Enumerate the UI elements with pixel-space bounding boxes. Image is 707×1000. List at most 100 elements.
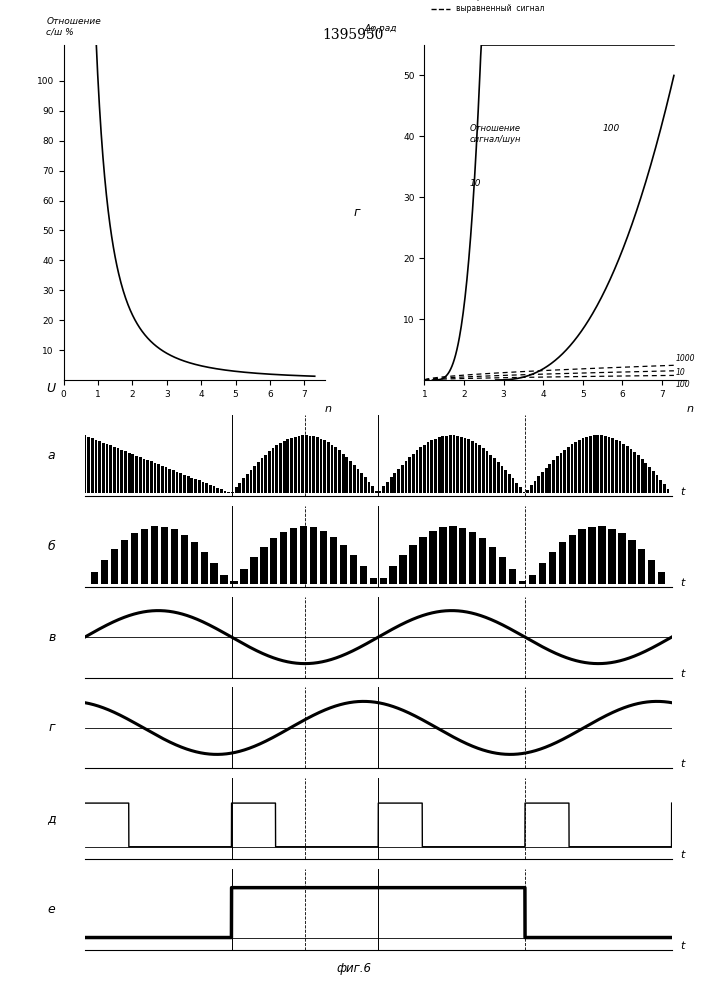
Text: 10: 10 <box>470 179 481 188</box>
Bar <box>268 451 271 493</box>
Bar <box>201 482 204 493</box>
Text: д: д <box>47 812 56 825</box>
Bar <box>416 450 419 493</box>
Bar <box>445 436 448 493</box>
Bar <box>588 527 596 584</box>
Bar <box>615 440 618 493</box>
Text: б: б <box>48 540 56 553</box>
Text: Фиг. 4: Фиг. 4 <box>538 427 572 437</box>
Bar <box>439 527 447 584</box>
Bar <box>170 529 178 584</box>
Bar <box>539 563 546 584</box>
Bar <box>489 455 492 493</box>
Bar <box>529 575 536 584</box>
Bar <box>567 447 570 493</box>
Bar <box>220 489 223 493</box>
Bar <box>486 451 489 493</box>
Bar <box>132 454 134 493</box>
Bar <box>209 485 211 493</box>
Bar <box>190 478 193 493</box>
Bar <box>655 475 658 493</box>
Bar <box>626 446 629 493</box>
Bar <box>117 448 119 493</box>
Bar <box>534 481 537 493</box>
Bar <box>124 451 127 493</box>
Bar <box>157 464 160 493</box>
Bar <box>128 453 131 493</box>
Bar <box>459 528 467 584</box>
Bar <box>519 487 522 493</box>
Bar <box>135 456 138 493</box>
Bar <box>211 563 218 584</box>
Bar <box>471 441 474 493</box>
Bar <box>271 448 274 493</box>
Bar <box>257 462 259 493</box>
Bar <box>423 445 426 493</box>
Bar <box>223 491 226 493</box>
Bar <box>301 435 304 493</box>
Bar <box>168 469 171 493</box>
Bar <box>526 490 529 493</box>
Bar <box>308 436 311 493</box>
Bar <box>597 435 600 493</box>
Bar <box>261 458 264 493</box>
Bar <box>622 444 625 493</box>
Bar <box>493 458 496 493</box>
Bar <box>658 572 665 584</box>
Bar <box>501 466 503 493</box>
Bar <box>235 487 238 493</box>
Bar <box>172 470 175 493</box>
Text: 1395950: 1395950 <box>323 28 384 42</box>
Bar <box>659 480 662 493</box>
Bar <box>143 459 145 493</box>
Bar <box>228 492 230 493</box>
Bar <box>331 445 334 493</box>
Bar <box>559 453 562 493</box>
Bar <box>101 560 108 584</box>
Bar <box>310 527 317 584</box>
Bar <box>323 440 326 493</box>
Bar <box>390 566 397 584</box>
Text: Δφ,рад: Δφ,рад <box>365 24 397 33</box>
Bar <box>568 535 576 584</box>
Text: t: t <box>680 759 685 769</box>
Bar <box>479 538 486 584</box>
Bar <box>589 436 592 493</box>
Bar <box>286 439 289 493</box>
Text: t: t <box>680 578 685 588</box>
Bar <box>370 578 377 584</box>
Bar <box>469 532 477 584</box>
Bar <box>213 486 216 493</box>
Text: 10: 10 <box>676 368 686 377</box>
Bar <box>456 436 459 493</box>
Bar <box>397 469 400 493</box>
Bar <box>667 489 670 493</box>
Text: Отношение
сигнал/шун: Отношение сигнал/шун <box>470 124 522 144</box>
Bar <box>607 437 610 493</box>
Bar <box>338 450 341 493</box>
Bar <box>113 447 116 493</box>
Bar <box>95 440 98 493</box>
Bar <box>176 472 178 493</box>
Bar <box>312 436 315 493</box>
Bar <box>598 526 606 584</box>
Bar <box>522 492 525 493</box>
Bar <box>559 542 566 584</box>
Bar <box>364 477 367 493</box>
Bar <box>571 444 573 493</box>
Bar <box>194 479 197 493</box>
Bar <box>509 569 516 584</box>
Bar <box>619 441 621 493</box>
Bar <box>552 460 555 493</box>
Bar <box>464 438 467 493</box>
Bar <box>431 440 433 493</box>
Bar <box>618 533 626 584</box>
Bar <box>545 468 547 493</box>
Text: 1000: 1000 <box>676 354 696 363</box>
Bar <box>238 483 241 493</box>
Bar <box>434 439 437 493</box>
Bar <box>330 537 337 584</box>
Bar <box>645 463 647 493</box>
Bar <box>98 441 101 493</box>
Bar <box>320 531 327 584</box>
